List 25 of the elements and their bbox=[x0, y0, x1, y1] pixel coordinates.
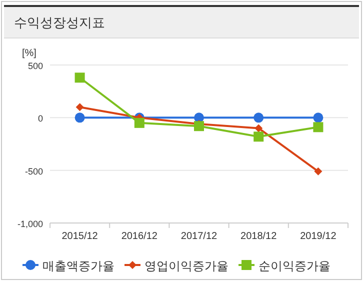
x-tick-label: 2017/12 bbox=[180, 231, 218, 242]
y-tick-label: 0 bbox=[38, 114, 43, 124]
y-axis-title: [%] bbox=[22, 48, 37, 59]
chart-title: 수익성장성지표 bbox=[14, 15, 105, 30]
y-tick-label: -500 bbox=[24, 166, 43, 176]
point bbox=[313, 122, 324, 132]
x-tick-label: 2018/12 bbox=[240, 231, 278, 242]
point bbox=[254, 124, 263, 132]
legend-label: 영업이익증가율 bbox=[144, 259, 228, 273]
point bbox=[134, 118, 144, 128]
point bbox=[76, 103, 84, 112]
y-tick-label: 500 bbox=[28, 61, 43, 71]
point bbox=[254, 132, 264, 142]
point bbox=[194, 121, 204, 132]
y-tick-label: -1,000 bbox=[17, 219, 43, 229]
legend-label: 순이익증가율 bbox=[258, 259, 330, 273]
point bbox=[74, 112, 85, 123]
legend-label: 매출액증가율 bbox=[42, 259, 114, 273]
point bbox=[313, 112, 324, 123]
x-tick-label: 2016/12 bbox=[121, 231, 158, 242]
x-tick-label: 2015/12 bbox=[62, 231, 98, 242]
x-tick-label: 2019/12 bbox=[300, 231, 337, 242]
point bbox=[254, 112, 264, 123]
point bbox=[314, 167, 322, 176]
point bbox=[74, 72, 85, 83]
